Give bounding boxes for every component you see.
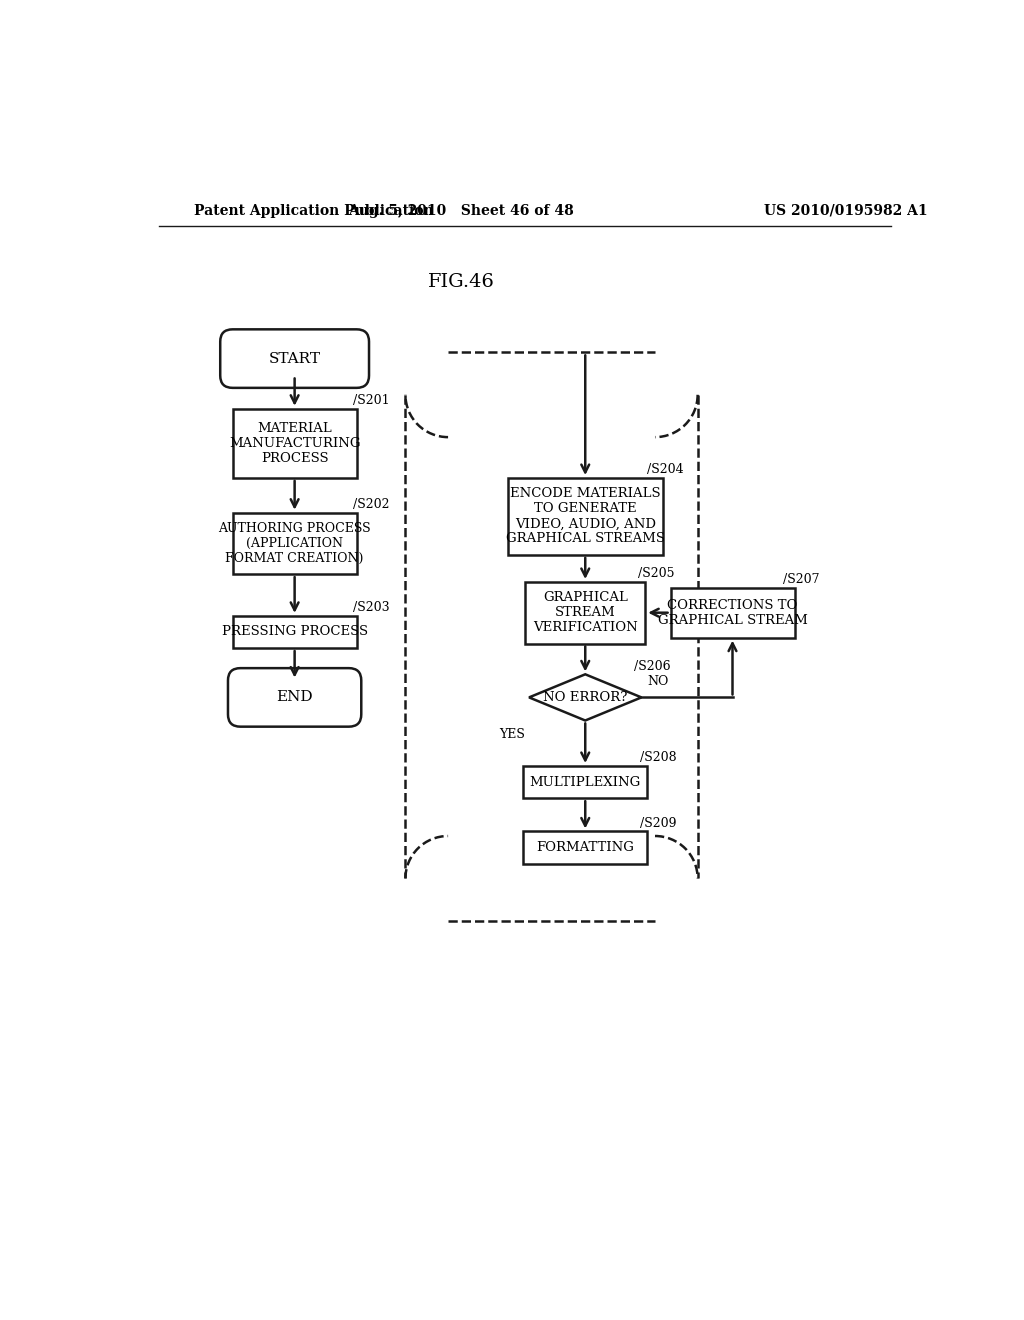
Text: /S203: /S203 [352,601,389,614]
Text: /S207: /S207 [783,573,819,586]
Text: NO ERROR?: NO ERROR? [543,690,628,704]
Text: GRAPHICAL
STREAM
VERIFICATION: GRAPHICAL STREAM VERIFICATION [532,591,638,634]
Text: AUTHORING PROCESS
(APPLICATION
FORMAT CREATION): AUTHORING PROCESS (APPLICATION FORMAT CR… [218,521,371,565]
FancyBboxPatch shape [232,615,356,648]
FancyBboxPatch shape [232,512,356,574]
FancyBboxPatch shape [523,832,647,863]
Text: /S204: /S204 [647,463,684,477]
Text: Patent Application Publication: Patent Application Publication [194,203,433,218]
Text: /S205: /S205 [638,568,674,581]
Text: /S201: /S201 [352,395,389,407]
Text: FIG.46: FIG.46 [428,273,495,290]
Text: /S202: /S202 [352,498,389,511]
FancyBboxPatch shape [523,766,647,799]
Text: /S208: /S208 [640,751,676,764]
FancyBboxPatch shape [220,330,369,388]
Text: ENCODE MATERIALS
TO GENERATE
VIDEO, AUDIO, AND
GRAPHICAL STREAMS: ENCODE MATERIALS TO GENERATE VIDEO, AUDI… [506,487,665,545]
Text: CORRECTIONS TO
GRAPHICAL STREAM: CORRECTIONS TO GRAPHICAL STREAM [657,599,808,627]
Text: END: END [276,690,313,705]
Text: PRESSING PROCESS: PRESSING PROCESS [221,626,368,639]
FancyBboxPatch shape [525,582,645,644]
Text: /S206: /S206 [634,660,671,673]
Polygon shape [529,675,641,721]
FancyBboxPatch shape [508,478,663,554]
Text: MATERIAL
MANUFACTURING
PROCESS: MATERIAL MANUFACTURING PROCESS [229,422,360,465]
Text: NO: NO [647,675,669,688]
Text: Aug. 5, 2010   Sheet 46 of 48: Aug. 5, 2010 Sheet 46 of 48 [348,203,574,218]
FancyBboxPatch shape [671,587,795,638]
Text: /S209: /S209 [640,817,676,830]
Text: MULTIPLEXING: MULTIPLEXING [529,776,641,788]
Text: FORMATTING: FORMATTING [537,841,634,854]
Text: START: START [268,351,321,366]
Text: US 2010/0195982 A1: US 2010/0195982 A1 [764,203,927,218]
FancyBboxPatch shape [228,668,361,726]
FancyBboxPatch shape [232,409,356,478]
Text: YES: YES [500,729,525,742]
